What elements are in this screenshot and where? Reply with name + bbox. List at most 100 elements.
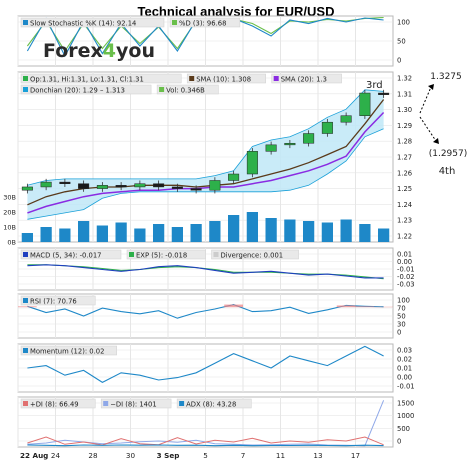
price-tick-4: 1.28	[397, 138, 412, 146]
candle-body-9	[190, 188, 202, 191]
volume-bar-18	[359, 224, 371, 242]
candle-body-17	[340, 115, 352, 123]
volume-bar-6	[134, 228, 146, 242]
rsi-line	[27, 304, 384, 319]
price-2-legend-text-1: Vol: 0.346B	[166, 87, 205, 95]
rsi-tick-1: 70	[397, 305, 406, 313]
stochastic-legend-swatch-1	[172, 20, 177, 25]
macd-tick-0: 0.01	[397, 251, 412, 259]
volume-bar-12	[246, 212, 258, 242]
arrow-down-line	[419, 116, 437, 142]
volume-bar-10	[209, 221, 221, 242]
annotation-third: 3rd	[366, 80, 383, 91]
stochastic-tick-1: 50	[397, 38, 406, 46]
volume-bar-19	[378, 228, 390, 242]
candle-body-14	[284, 142, 296, 146]
price-tick-5: 1.27	[397, 154, 412, 162]
volume-bar-7	[153, 224, 165, 242]
volume-bar-13	[265, 218, 277, 242]
x-tick-label-3: 30	[126, 451, 136, 460]
x-tick-label-2: 28	[88, 451, 98, 460]
macd-legend-text-2: Divergence: 0.001	[221, 252, 284, 260]
volume-bar-15	[303, 221, 315, 242]
macd-tick-2: -0.01	[397, 266, 415, 274]
candle-body-6	[134, 183, 146, 188]
logo-text-digit: 4	[103, 40, 116, 62]
price-tick-1: 1.31	[397, 90, 412, 98]
momentum-tick-3: 0.00	[397, 374, 412, 382]
volume-tick-2: 10B	[3, 224, 16, 232]
price-legend-swatch-2	[273, 76, 279, 81]
stochastic-legend-text-0: Slow Stochastic %K (14): 92.14	[30, 20, 136, 28]
price-tick-3: 1.29	[397, 122, 412, 130]
candle-body-2	[59, 181, 71, 184]
momentum-legend-bg-0	[20, 345, 117, 356]
macd-legend-bg-0	[20, 249, 122, 260]
adx-line	[27, 444, 384, 447]
volume-bar-14	[284, 219, 296, 242]
momentum-tick-4: -0.01	[397, 383, 415, 391]
stochastic-legend-swatch-0	[23, 20, 28, 25]
x-tick-label-0: 22 Aug	[20, 451, 48, 460]
adx-legend-swatch-2	[179, 401, 185, 406]
price-tick-7: 1.25	[397, 185, 412, 193]
rsi-tick-4: 0	[397, 329, 401, 337]
macd-legend-text-0: MACD (5, 34): -0.017	[30, 252, 102, 260]
candle-body-19	[378, 92, 390, 95]
volume-bar-11	[228, 215, 240, 242]
annotation-fourth: 4th	[439, 166, 456, 177]
macd-legend-bg-1	[126, 249, 206, 260]
volume-tick-1: 20B	[3, 209, 16, 217]
volume-bar-2	[59, 228, 71, 242]
candle-body-1	[40, 181, 52, 188]
momentum-line	[27, 345, 384, 384]
price-tick-0: 1.32	[397, 75, 412, 83]
rsi-overbought-fill-17	[336, 305, 356, 308]
macd-legend-swatch-0	[23, 252, 28, 257]
volume-tick-0: 30B	[3, 194, 16, 202]
price-2-legend-text-0: Donchian (20): 1.29 – 1.313	[30, 87, 125, 95]
adx-legend-bg-2	[176, 398, 252, 409]
volume-tick-3: 0B	[7, 239, 16, 247]
price-legend-text-2: SMA (20): 1.3	[281, 76, 327, 84]
annotation-target-down: (1.2957)	[429, 149, 468, 159]
rsi-tick-0: 100	[397, 297, 410, 305]
candle-body-5	[115, 185, 127, 188]
chart-title: Technical analysis for EUR/USD	[137, 4, 335, 19]
x-tick-label-5: 5	[203, 451, 208, 460]
rsi-tick-3: 30	[397, 321, 406, 329]
macd-legend-swatch-1	[129, 252, 134, 257]
annotation-target-up: 1.3275	[430, 72, 462, 82]
x-tick-label-9: 17	[351, 451, 360, 460]
donchian-lower-line	[27, 128, 384, 220]
volume-bar-17	[340, 219, 352, 242]
candle-body-8	[171, 186, 183, 189]
stochastic-legend-text-1: %D (3): 96.68	[179, 20, 226, 28]
momentum-tick-0: 0.03	[397, 347, 412, 355]
volume-bar-9	[190, 224, 202, 242]
price-tick-2: 1.30	[397, 106, 412, 114]
stochastic-tick-2: 0	[397, 57, 401, 65]
momentum-legend-text-0: Momentum (12): 0.02	[30, 348, 104, 356]
price-2-legend-swatch-0	[23, 87, 28, 92]
candle-body-15	[303, 133, 315, 144]
rsi-legend-text-0: RSI (7): 70.76	[30, 298, 77, 306]
logo-text-b: you	[116, 40, 155, 62]
x-tick-label-8: 13	[313, 451, 322, 460]
rsi-overbought-fill-11	[224, 304, 243, 308]
candle-body-16	[321, 121, 333, 134]
volume-bar-1	[40, 227, 52, 242]
adx-legend-swatch-0	[23, 401, 28, 406]
rsi-overbought-fill-0	[18, 306, 37, 308]
price-2-legend-bg-0	[20, 84, 152, 95]
momentum-tick-2: 0.01	[397, 365, 412, 373]
arrow-up-head	[428, 84, 434, 90]
macd-line	[27, 264, 384, 279]
macd-legend-text-1: EXP (5): -0.018	[136, 252, 187, 260]
adx-tick-3: 0	[397, 438, 401, 446]
adx-tick-2: 500	[397, 425, 410, 433]
price-2-legend-swatch-1	[159, 87, 165, 92]
momentum-legend-swatch-0	[23, 348, 28, 353]
stochastic-legend-bg-0	[20, 17, 165, 28]
